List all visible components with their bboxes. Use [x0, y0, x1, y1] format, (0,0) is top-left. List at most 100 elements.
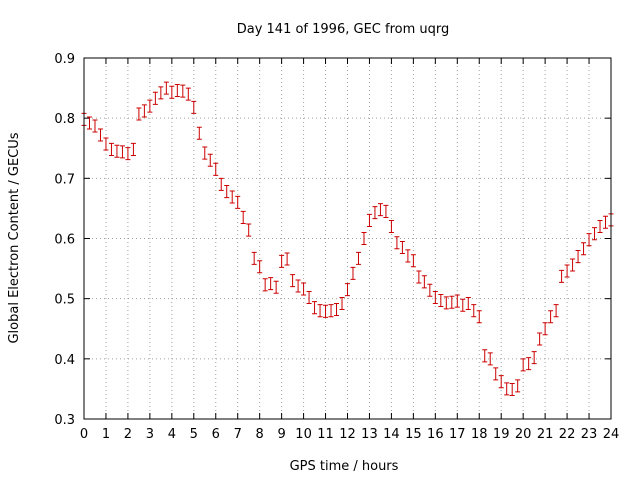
y-tick-label: 0.3: [54, 413, 75, 428]
data-point-errorbar: [575, 250, 581, 264]
data-point-errorbar: [119, 145, 125, 159]
data-point-errorbar: [295, 279, 301, 293]
x-tick-label: 4: [168, 427, 176, 442]
data-point-errorbar: [240, 210, 246, 224]
x-tick-label: 0: [80, 427, 88, 442]
y-tick-label: 0.5: [54, 293, 75, 308]
x-tick-label: 6: [212, 427, 220, 442]
data-point-errorbar: [487, 352, 493, 366]
x-tick-label: 13: [361, 427, 378, 442]
y-tick-labels: 0.3 0.4 0.5 0.6 0.7 0.8 0.9: [54, 52, 75, 428]
data-point-errorbar: [504, 382, 510, 396]
data-point-errorbar: [432, 290, 438, 304]
data-point-errorbar: [235, 195, 241, 209]
data-point-errorbar: [377, 203, 383, 217]
data-point-errorbar: [388, 219, 394, 233]
y-tick-label: 0.4: [54, 353, 75, 368]
data-point-errorbar: [520, 358, 526, 372]
x-tick-label: 15: [405, 427, 422, 442]
data-point-errorbar: [136, 107, 142, 121]
x-tick-label: 11: [317, 427, 334, 442]
data-point-errorbar: [152, 91, 158, 105]
data-point-errorbar: [169, 85, 175, 99]
data-point-errorbar: [224, 185, 230, 199]
x-tick-label: 10: [295, 427, 312, 442]
data-point-errorbar: [290, 274, 296, 288]
data-point-errorbar: [427, 283, 433, 297]
data-point-errorbar: [603, 215, 609, 229]
data-point-errorbar: [438, 293, 444, 307]
data-point-errorbar: [97, 128, 103, 142]
data-point-errorbar: [526, 357, 532, 371]
data-point-errorbar: [114, 144, 120, 158]
data-point-errorbar: [531, 351, 537, 365]
x-tick-label: 9: [277, 427, 285, 442]
data-point-errorbar: [306, 290, 312, 304]
data-point-errorbar: [196, 126, 202, 140]
chart-title: Day 141 of 1996, GEC from uqrg: [237, 22, 450, 37]
data-point-errorbar: [202, 146, 208, 160]
data-point-errorbar: [257, 260, 263, 274]
data-point-errorbar: [394, 236, 400, 250]
data-point-errorbar: [273, 280, 279, 294]
data-point-errorbar: [141, 104, 147, 118]
data-point-errorbar: [213, 162, 219, 176]
data-point-errorbar: [130, 142, 136, 156]
data-point-errorbar: [92, 119, 98, 133]
data-point-errorbar: [443, 296, 449, 310]
data-point-errorbar: [251, 251, 257, 265]
x-tick-label: 18: [471, 427, 488, 442]
x-tick-label: 1: [102, 427, 110, 442]
data-point-errorbar: [460, 298, 466, 312]
data-point-errorbar: [180, 84, 186, 98]
y-tick-label: 0.6: [54, 233, 75, 248]
data-point-errorbar: [454, 294, 460, 308]
data-point-errorbar: [493, 367, 499, 381]
x-tick-label: 12: [339, 427, 356, 442]
x-axis-label: GPS time / hours: [290, 459, 399, 474]
x-tick-label: 20: [515, 427, 532, 442]
data-point-errorbar: [163, 81, 169, 95]
data-point-errorbar: [301, 282, 307, 296]
data-point-errorbar: [246, 223, 252, 237]
data-point-errorbar: [410, 254, 416, 268]
data-point-errorbar: [581, 242, 587, 256]
data-point-errorbar: [553, 304, 559, 318]
data-point-errorbar: [207, 153, 213, 167]
data-point-errorbar: [147, 99, 153, 113]
data-point-errorbar: [586, 233, 592, 247]
data-point-errorbar: [279, 254, 285, 268]
data-point-errorbar: [564, 264, 570, 278]
data-point-errorbar: [548, 310, 554, 324]
data-point-errorbar: [482, 349, 488, 363]
x-tick-labels: 0 1 2 3 4 5 6 7 8 9 10 11 12 13 14 15 16 17 18 19 20 21 22 23 24: [80, 427, 619, 442]
grid-lines: [84, 58, 611, 419]
x-tick-label: 24: [603, 427, 620, 442]
data-point-errorbar: [262, 278, 268, 292]
x-tick-label: 21: [537, 427, 554, 442]
data-point-errorbar: [323, 304, 329, 318]
data-point-errorbar: [449, 295, 455, 309]
data-point-errorbar: [86, 116, 92, 130]
data-point-errorbar: [229, 190, 235, 204]
data-points: [81, 81, 614, 397]
data-point-errorbar: [383, 204, 389, 218]
y-axis-label: Global Electron Content / GECUs: [7, 132, 22, 343]
data-point-errorbar: [312, 301, 318, 315]
data-point-errorbar: [334, 302, 340, 317]
data-point-errorbar: [515, 379, 521, 393]
x-tick-label: 22: [559, 427, 576, 442]
data-point-errorbar: [366, 213, 372, 227]
x-tick-label: 17: [449, 427, 466, 442]
data-point-errorbar: [108, 142, 114, 156]
data-point-errorbar: [559, 269, 565, 283]
y-tick-label: 0.8: [54, 112, 75, 127]
x-tick-label: 23: [581, 427, 598, 442]
x-tick-label: 7: [234, 427, 242, 442]
x-tick-label: 14: [383, 427, 400, 442]
data-point-errorbar: [471, 304, 477, 318]
data-point-errorbar: [350, 266, 356, 280]
data-point-errorbar: [191, 100, 197, 114]
x-tick-label: 8: [256, 427, 264, 442]
